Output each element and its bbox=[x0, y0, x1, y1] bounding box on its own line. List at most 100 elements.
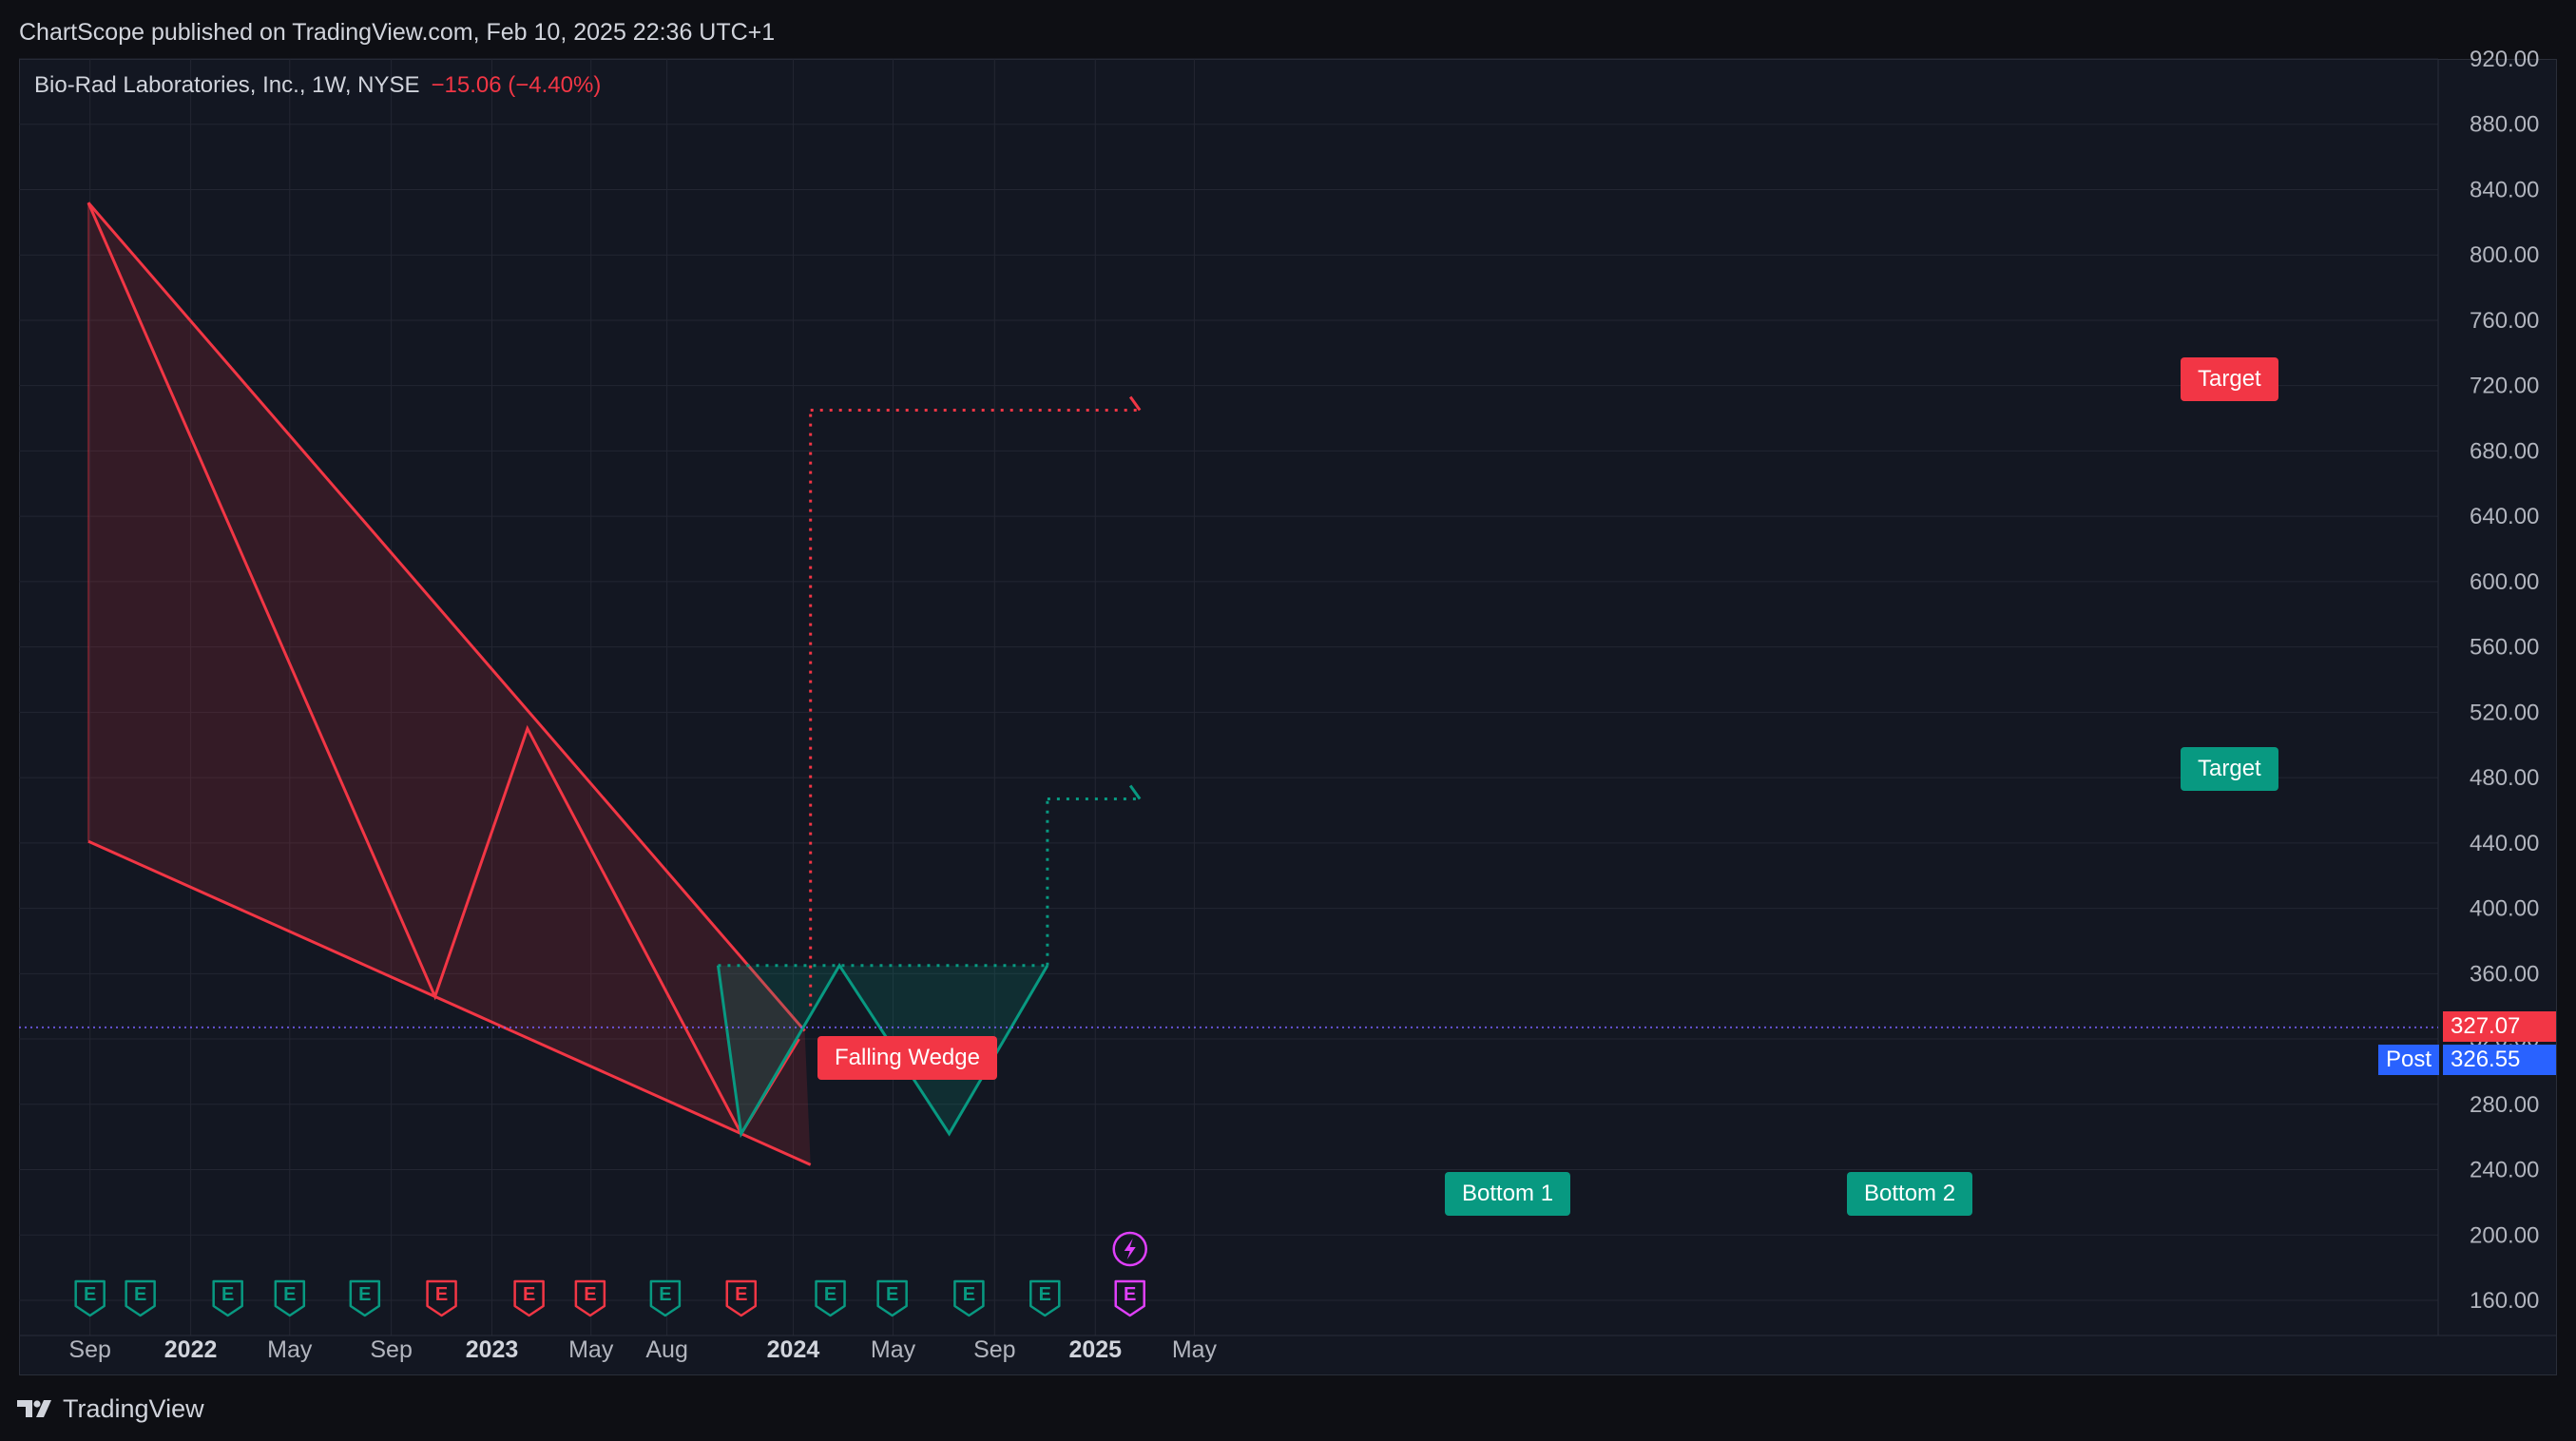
grid bbox=[19, 58, 2557, 1336]
y-tick-label: 280.00 bbox=[2470, 1092, 2539, 1118]
earnings-badge bbox=[74, 1279, 106, 1317]
earnings-badge bbox=[649, 1279, 682, 1317]
x-tick-label: Sep bbox=[68, 1336, 110, 1363]
earnings-letter: E bbox=[735, 1284, 747, 1305]
y-tick-label: 400.00 bbox=[2470, 896, 2539, 922]
earnings-event-icon: E bbox=[1114, 1279, 1145, 1317]
bottom-2-label[interactable]: Bottom 2 bbox=[1847, 1172, 1973, 1216]
x-tick-label: May bbox=[1172, 1336, 1218, 1363]
y-tick-label: 360.00 bbox=[2470, 961, 2539, 987]
footer-brand: TradingView bbox=[63, 1393, 204, 1423]
earnings-event-icon: E bbox=[876, 1279, 908, 1317]
earnings-badge bbox=[426, 1279, 457, 1317]
earnings-badge bbox=[574, 1279, 606, 1317]
earnings-badge bbox=[513, 1279, 545, 1317]
earnings-letter: E bbox=[134, 1284, 146, 1305]
y-tick-label: 760.00 bbox=[2470, 308, 2539, 334]
x-tick-label: Sep bbox=[370, 1336, 412, 1363]
earnings-badge bbox=[1114, 1279, 1145, 1317]
y-tick-label: 200.00 bbox=[2470, 1222, 2539, 1248]
y-tick-label: 160.00 bbox=[2470, 1288, 2539, 1314]
earnings-event-icon: E bbox=[513, 1279, 545, 1317]
wedge-lower-line bbox=[87, 839, 812, 1166]
last-price-tag: 327.07 bbox=[2443, 1011, 2556, 1042]
earnings-letter: E bbox=[824, 1284, 836, 1305]
earnings-event-icon: E bbox=[649, 1279, 682, 1317]
x-tick-label: Sep bbox=[973, 1336, 1015, 1363]
lightning-icon bbox=[1112, 1231, 1147, 1267]
earnings-event-icon: E bbox=[212, 1279, 243, 1317]
y-tick-label: 920.00 bbox=[2470, 47, 2539, 72]
earnings-letter: E bbox=[584, 1284, 596, 1305]
y-tick-label: 640.00 bbox=[2470, 504, 2539, 529]
earnings-event-icon: E bbox=[725, 1279, 758, 1317]
earnings-badge bbox=[725, 1279, 758, 1317]
post-market-label: Post bbox=[2378, 1045, 2439, 1075]
earnings-letter: E bbox=[523, 1284, 535, 1305]
y-tick-label: 680.00 bbox=[2470, 438, 2539, 464]
x-tick-label: 2025 bbox=[1068, 1336, 1122, 1363]
x-tick-label: 2023 bbox=[466, 1336, 519, 1363]
chart-frame[interactable] bbox=[19, 59, 2557, 1375]
publisher-line: ChartScope published on TradingView.com,… bbox=[19, 19, 776, 46]
symbol-legend: Bio-Rad Laboratories, Inc., 1W, NYSE −15.… bbox=[34, 72, 601, 99]
bottom-1-label[interactable]: Bottom 1 bbox=[1445, 1172, 1571, 1216]
time-axis[interactable]: Sep 2022 May Sep 2023 May Aug 2024 May Sep 2025 May bbox=[68, 1336, 1217, 1363]
y-tick-label: 720.00 bbox=[2470, 374, 2539, 399]
footer: TradingView bbox=[17, 1390, 204, 1428]
earnings-letter: E bbox=[1124, 1284, 1136, 1305]
earnings-badge bbox=[1029, 1279, 1061, 1317]
earnings-letter: E bbox=[283, 1284, 296, 1305]
top-bar: ChartScope published on TradingView.com,… bbox=[0, 0, 2576, 59]
x-tick-label: 2022 bbox=[164, 1336, 218, 1363]
x-tick-label: 2024 bbox=[767, 1336, 820, 1363]
earnings-badge bbox=[125, 1279, 156, 1317]
x-tick-label: May bbox=[871, 1336, 916, 1363]
y-tick-label: 240.00 bbox=[2470, 1158, 2539, 1183]
y-tick-label: 480.00 bbox=[2470, 765, 2539, 791]
post-price-tag: 326.55 bbox=[2443, 1045, 2556, 1075]
earnings-letter: E bbox=[1039, 1284, 1051, 1305]
earnings-event-icon: E bbox=[74, 1279, 106, 1317]
earnings-event-icon: E bbox=[574, 1279, 606, 1317]
target-arrow bbox=[1128, 784, 1142, 800]
x-tick-label: May bbox=[267, 1336, 313, 1363]
target-arrow bbox=[1128, 395, 1142, 412]
earnings-event-icon: E bbox=[815, 1279, 846, 1317]
y-tick-label: 840.00 bbox=[2470, 177, 2539, 202]
earnings-letter: E bbox=[886, 1284, 898, 1305]
earnings-event-icon: E bbox=[349, 1279, 381, 1317]
falling-wedge-fill bbox=[87, 202, 811, 1165]
pattern-drawings[interactable] bbox=[19, 202, 2438, 1166]
earnings-letter: E bbox=[963, 1284, 975, 1305]
earnings-badge bbox=[953, 1279, 985, 1317]
earnings-letter: E bbox=[358, 1284, 371, 1305]
tradingview-logo-icon bbox=[17, 1400, 51, 1417]
earnings-event-icon: E bbox=[274, 1279, 306, 1317]
target-green-label[interactable]: Target bbox=[2181, 747, 2278, 791]
x-tick-label: May bbox=[568, 1336, 614, 1363]
symbol-title: Bio-Rad Laboratories, Inc., 1W, NYSE bbox=[34, 72, 420, 98]
earnings-badge bbox=[349, 1279, 381, 1317]
earnings-event-icon: E bbox=[426, 1279, 457, 1317]
target-red-label[interactable]: Target bbox=[2181, 357, 2278, 401]
y-tick-label: 440.00 bbox=[2470, 831, 2539, 856]
earnings-event-icon: E bbox=[125, 1279, 156, 1317]
earnings-badge bbox=[212, 1279, 243, 1317]
falling-wedge-label[interactable]: Falling Wedge bbox=[817, 1036, 997, 1080]
earnings-event-icon: E bbox=[1029, 1279, 1061, 1317]
lightning-bolt bbox=[1124, 1239, 1136, 1259]
y-tick-label: 520.00 bbox=[2470, 700, 2539, 725]
x-tick-label: Aug bbox=[645, 1336, 687, 1363]
y-tick-label: 560.00 bbox=[2470, 635, 2539, 661]
y-tick-label: 880.00 bbox=[2470, 112, 2539, 138]
symbol-change: −15.06 (−4.40%) bbox=[431, 72, 602, 98]
wedge-upper-line bbox=[87, 202, 806, 1032]
earnings-badge bbox=[274, 1279, 306, 1317]
earnings-letter: E bbox=[84, 1284, 96, 1305]
y-tick-label: 800.00 bbox=[2470, 242, 2539, 268]
price-axis[interactable]: 920.00 880.00 840.00 800.00 760.00 720.00 680.… bbox=[2470, 47, 2539, 1314]
y-tick-label: 600.00 bbox=[2470, 569, 2539, 595]
